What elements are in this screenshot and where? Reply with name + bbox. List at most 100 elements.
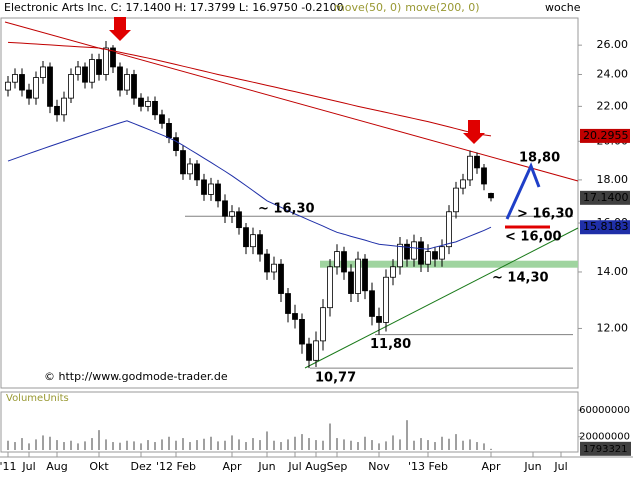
- level-label: ~ 16,30: [258, 202, 315, 217]
- x-tick-label: Apr: [222, 460, 242, 473]
- candle-body: [89, 59, 95, 83]
- candle-body: [306, 343, 312, 361]
- chart-title: Electronic Arts Inc. C: 17.1400 H: 17.37…: [4, 1, 344, 14]
- candle-body: [33, 77, 39, 99]
- price-box-label: 17.1400: [583, 191, 629, 204]
- legend-entry: move(50, 0): [334, 1, 401, 14]
- target-label: > 16,30: [517, 207, 574, 222]
- volume-title: VolumeUnits: [6, 393, 69, 404]
- x-tick-label: Nov: [368, 460, 390, 473]
- candle-body: [201, 179, 207, 195]
- candle-body: [250, 234, 256, 248]
- y-tick-label: 24.00: [597, 67, 629, 80]
- candle-body: [12, 74, 18, 83]
- candle-body: [215, 183, 221, 202]
- volume-tick-label: 60000000: [579, 405, 630, 416]
- level-label: 10,77: [315, 371, 356, 386]
- candle-body: [40, 66, 46, 78]
- legend: move(50, 0) move(200, 0): [334, 1, 480, 14]
- target-label: 18,80: [519, 150, 560, 165]
- candle-body: [369, 290, 375, 317]
- candle-body: [264, 253, 270, 273]
- x-tick-label: '12 Feb: [156, 460, 196, 473]
- candle-body: [404, 243, 410, 260]
- candle-body: [446, 211, 452, 248]
- moving-average: [7, 120, 492, 250]
- candle-body: [390, 266, 396, 278]
- x-tick-label: Okt: [89, 460, 109, 473]
- candle-body: [460, 179, 466, 189]
- candle-body: [439, 246, 445, 260]
- price-box-label: 20.2955: [583, 129, 629, 142]
- candle-body: [278, 263, 284, 294]
- candle-body: [362, 258, 368, 292]
- candle-body: [327, 266, 333, 309]
- candle-body: [187, 163, 193, 175]
- x-tick-label: Jun: [523, 460, 541, 473]
- support-zone: [320, 260, 578, 268]
- candle-body: [292, 313, 298, 320]
- y-tick-label: 14.00: [597, 265, 629, 278]
- x-tick-label: Jul: [287, 460, 301, 473]
- candle-body: [348, 271, 354, 294]
- candle-body: [61, 97, 67, 116]
- x-tick-label: Dez: [130, 460, 151, 473]
- candle-body: [341, 251, 347, 273]
- volume-box: [580, 441, 631, 456]
- candle-body: [383, 276, 389, 323]
- candle-body: [5, 81, 11, 91]
- candle-body: [229, 211, 235, 217]
- candle-body: [285, 293, 291, 314]
- price-panel: [0, 17, 579, 389]
- candle-body: [236, 211, 242, 229]
- candle-body: [418, 241, 424, 265]
- candle-body: [82, 66, 88, 83]
- candle-body: [425, 251, 431, 265]
- zone-label: ~ 14,30: [492, 271, 549, 286]
- candle-body: [68, 74, 74, 99]
- x-tick-label: '11: [0, 460, 17, 473]
- candle-body: [411, 241, 417, 260]
- projection-arrow: [505, 162, 541, 220]
- arrow-marker: [109, 17, 131, 41]
- candle-body: [320, 307, 326, 342]
- price-box: [580, 190, 630, 205]
- candle-body: [145, 100, 151, 107]
- x-tick-label: Jul: [553, 460, 567, 473]
- price-box-label: 15.8183: [583, 220, 629, 233]
- candle-body: [54, 105, 60, 116]
- candle-body: [474, 155, 480, 169]
- candle-body: [117, 66, 123, 91]
- candle-body: [355, 258, 361, 294]
- candle-body: [19, 74, 25, 91]
- candle-body: [313, 340, 319, 361]
- candle-body: [194, 163, 200, 181]
- x-tick-label: Aug: [46, 460, 67, 473]
- candle-body: [299, 319, 305, 345]
- candle-body: [257, 234, 263, 255]
- y-tick-label: 26.00: [597, 38, 629, 51]
- volume-box-label: 1793321: [583, 444, 628, 455]
- x-tick-label: Jul: [21, 460, 35, 473]
- candle-body: [138, 97, 144, 107]
- candle-body: [243, 227, 249, 248]
- x-tick-label: Jun: [257, 460, 275, 473]
- candle-body: [453, 187, 459, 213]
- candle-body: [103, 47, 109, 75]
- moving-average: [7, 41, 492, 137]
- candle-body: [159, 114, 165, 124]
- candle-body: [376, 316, 382, 323]
- candle-body: [152, 100, 158, 116]
- candle-body: [110, 47, 116, 68]
- x-tick-label: '13 Feb: [408, 460, 448, 473]
- period-label: woche: [545, 1, 581, 14]
- trend-line: [304, 227, 579, 369]
- candle-body: [488, 192, 494, 199]
- x-tick-label: Apr: [481, 460, 501, 473]
- candle-body: [75, 66, 81, 75]
- credit: © http://www.godmode-trader.de: [44, 370, 228, 383]
- candle-body: [131, 74, 137, 99]
- candle-body: [481, 167, 487, 185]
- candle-body: [208, 183, 214, 195]
